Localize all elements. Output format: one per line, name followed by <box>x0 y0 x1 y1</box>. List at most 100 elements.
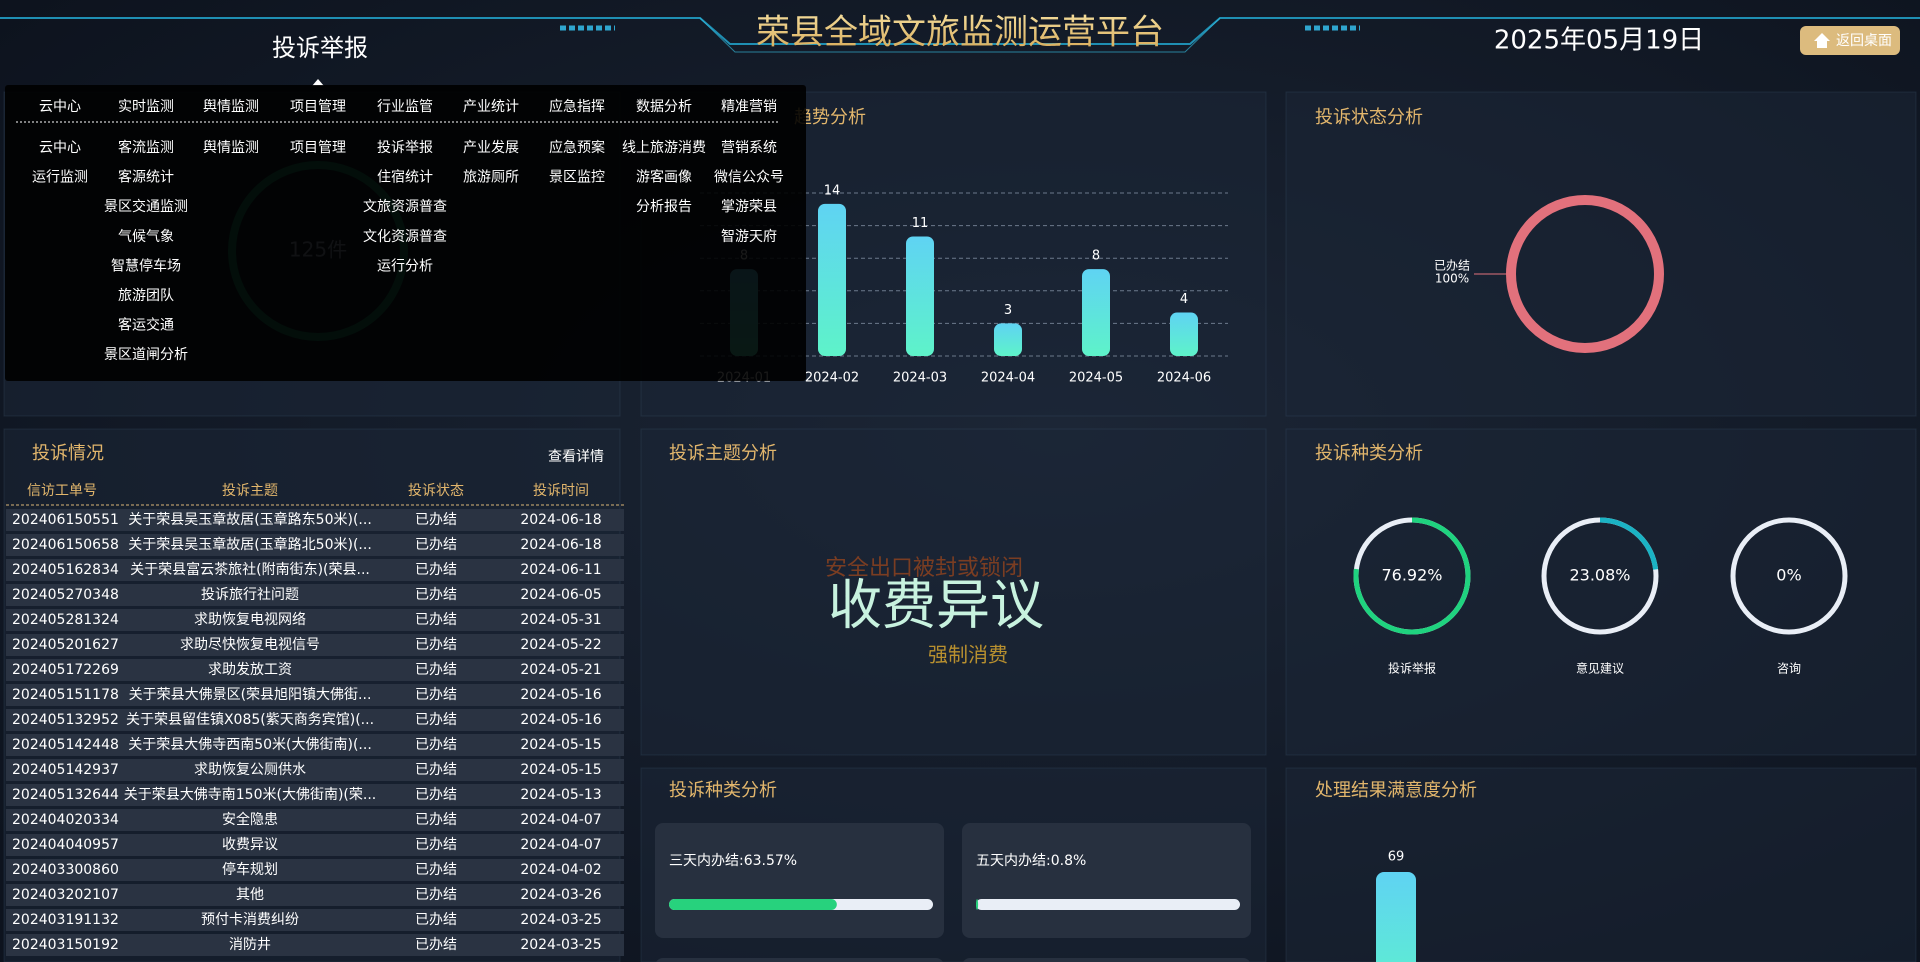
table-cell: 2024-05-21 <box>520 662 601 678</box>
menu-item[interactable]: 运行监测 <box>32 170 88 186</box>
table-cell: 2024-05-16 <box>520 687 601 703</box>
menu-item[interactable]: 智游天府 <box>721 229 777 245</box>
menu-item[interactable]: 气候气象 <box>118 229 174 245</box>
menu-item[interactable]: 景区交通监测 <box>104 198 188 215</box>
menu-top-item[interactable]: 项目管理 <box>290 99 346 115</box>
table-cell: 已办结 <box>415 887 457 903</box>
table-cell: 关于荣县吴玉章故居(玉章路东50米)(... <box>128 511 372 528</box>
menu-item[interactable]: 游客画像 <box>636 169 692 186</box>
menu-item[interactable]: 运行分析 <box>377 258 433 274</box>
menu-item[interactable]: 舆情监测 <box>203 140 259 156</box>
menu-item[interactable]: 掌游荣县 <box>721 199 777 215</box>
table-cell: 已办结 <box>415 712 457 728</box>
table-cell: 202403300860 <box>12 862 119 878</box>
detail-link[interactable]: 查看详情 <box>548 449 604 465</box>
table-cell: 2024-06-11 <box>520 562 601 578</box>
table-cell: 202405281324 <box>12 612 119 628</box>
menu-item[interactable]: 客源统计 <box>118 169 174 186</box>
progress-card <box>656 958 943 962</box>
menu-item[interactable]: 景区道闸分析 <box>104 347 188 363</box>
menu-item[interactable]: 旅游团队 <box>118 288 174 304</box>
progress-label: 三天内办结:63.57% <box>669 853 797 869</box>
cloud-word: 强制消费 <box>928 643 1008 667</box>
menu-bg <box>5 85 806 381</box>
menu-top-item[interactable]: 实时监测 <box>118 99 174 115</box>
progress-card <box>655 823 944 938</box>
table-cell: 2024-03-25 <box>520 912 601 928</box>
table-cell: 停车规划 <box>222 861 278 878</box>
table-row <box>6 559 624 581</box>
back-button-label[interactable]: 返回桌面 <box>1836 33 1892 49</box>
table-header: 投诉主题 <box>222 483 278 499</box>
table-cell: 已办结 <box>415 787 457 803</box>
menu-item[interactable]: 云中心 <box>39 140 81 156</box>
table-row <box>6 784 624 806</box>
menu-item[interactable]: 文化资源普查 <box>363 229 447 245</box>
menu-item[interactable]: 项目管理 <box>290 140 346 156</box>
ring-value: 0% <box>1776 566 1801 585</box>
table-cell: 关于荣县吴玉章故居(玉章路北50米)(... <box>128 536 372 553</box>
table-cell: 202405151178 <box>12 687 119 703</box>
menu-item[interactable]: 旅游厕所 <box>463 170 519 186</box>
menu-item[interactable]: 应急预案 <box>549 139 605 156</box>
bar <box>906 236 934 356</box>
table-cell: 求助恢复电视网络 <box>194 611 306 628</box>
table-cell: 2024-04-07 <box>520 812 601 828</box>
menu-item[interactable]: 线上旅游消费 <box>622 140 706 156</box>
table-cell: 关于荣县大佛寺南150米(大佛街南)(荣... <box>124 787 376 803</box>
table-cell: 202403191132 <box>12 912 119 928</box>
menu-top-item[interactable]: 产业统计 <box>463 99 519 115</box>
table-cell: 已办结 <box>415 912 457 928</box>
header-line <box>699 17 1221 53</box>
header-line <box>0 17 1920 45</box>
table-cell: 2024-05-22 <box>520 637 601 653</box>
menu-item[interactable]: 文旅资源普查 <box>363 199 447 215</box>
table-cell: 关于荣县富云茶旅社(附南街东)(荣县... <box>130 561 370 578</box>
table-cell: 2024-03-25 <box>520 937 601 953</box>
date: 2025年05月19日 <box>1494 26 1704 56</box>
menu-item[interactable]: 智慧停车场 <box>111 257 181 274</box>
menu-item[interactable]: 产业发展 <box>463 140 519 156</box>
table-cell: 已办结 <box>415 537 457 553</box>
progress-bar <box>976 899 979 910</box>
table-cell: 202405142937 <box>12 762 119 778</box>
menu-top-item[interactable]: 应急指挥 <box>549 98 605 115</box>
table-row <box>6 684 624 706</box>
table-cell: 2024-05-16 <box>520 712 601 728</box>
table-row <box>6 734 624 756</box>
menu-item[interactable]: 住宿统计 <box>377 169 433 186</box>
x-tick-label: 2024-02 <box>805 371 859 386</box>
table-cell: 已办结 <box>415 612 457 628</box>
menu-top-item[interactable]: 舆情监测 <box>203 99 259 115</box>
table-cell: 202404020334 <box>12 812 119 828</box>
menu-top-item[interactable]: 数据分析 <box>636 99 692 115</box>
current-menu[interactable]: 投诉举报 <box>272 34 368 62</box>
table-cell: 2024-05-15 <box>520 737 601 753</box>
table-row <box>6 634 624 656</box>
menu-item[interactable]: 投诉举报 <box>377 140 433 156</box>
table-cell: 202406150658 <box>12 537 119 553</box>
content: 125件趋势分析82024-01142024-02112024-0332024-… <box>6 107 1848 962</box>
menu-item[interactable]: 客运交通 <box>118 317 174 334</box>
panel <box>1285 91 1917 417</box>
home-icon[interactable] <box>1814 33 1830 48</box>
table-cell: 求助尽快恢复电视信号 <box>180 636 320 653</box>
menu-item[interactable]: 景区监控 <box>549 170 605 186</box>
ring-track <box>1730 517 1848 635</box>
menu-top-item[interactable]: 云中心 <box>39 99 81 115</box>
table-row <box>6 509 624 531</box>
menu-item[interactable]: 营销系统 <box>721 140 777 156</box>
table-row <box>6 909 624 931</box>
bar <box>1376 872 1416 962</box>
back-button[interactable]: 返回桌面 <box>1800 26 1900 55</box>
menu-arrow <box>312 79 324 86</box>
menu-item[interactable]: 分析报告 <box>636 199 692 215</box>
table-row <box>6 534 624 556</box>
menu-top-item[interactable]: 行业监管 <box>377 99 433 115</box>
menu-item[interactable]: 客流监测 <box>118 139 174 156</box>
table-cell: 2024-06-05 <box>520 587 601 603</box>
menu-item[interactable]: 微信公众号 <box>714 170 784 186</box>
menu-top-item[interactable]: 精准营销 <box>721 99 777 115</box>
table-cell: 预付卡消费纠纷 <box>201 912 299 928</box>
